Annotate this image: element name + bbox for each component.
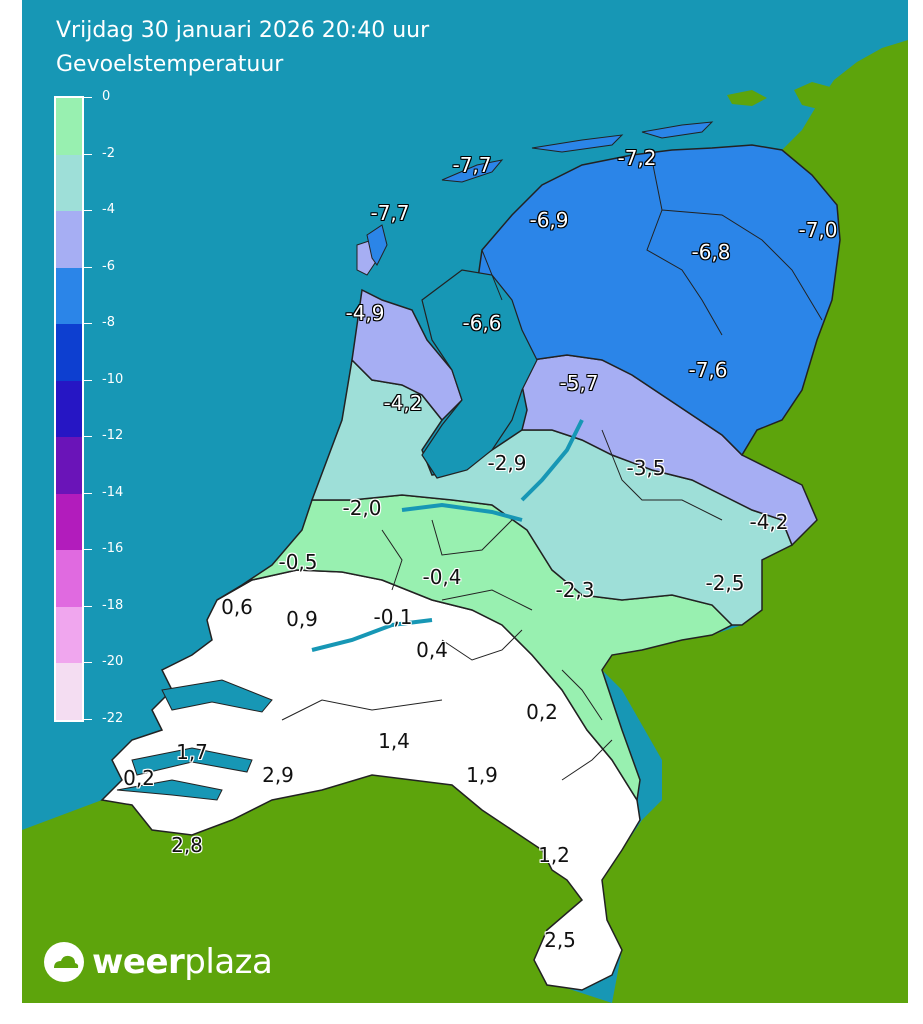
legend-swatch — [56, 154, 82, 212]
temperature-label-rotterdam: 0,9 — [286, 607, 318, 631]
temperature-label-hoek-van-holland: 0,6 — [221, 595, 253, 619]
temperature-label-groningen-east: -7,0 — [798, 218, 838, 242]
legend-swatch — [56, 663, 82, 721]
legend-tick-label: 0 — [102, 89, 111, 104]
temperature-label-deventer: -3,5 — [626, 456, 666, 480]
temperature-label-vlissingen: 0,2 — [123, 766, 155, 790]
temperature-label-arnhem: -2,3 — [555, 578, 595, 602]
wadden-islands — [441, 121, 714, 183]
legend-tick-label: -16 — [102, 541, 124, 557]
land-east-frisia-2 — [727, 90, 767, 106]
temperature-label-den-bosch: 0,4 — [416, 638, 448, 662]
legend-tick-label: -10 — [102, 371, 124, 387]
temperature-label-den-helder: -4,9 — [345, 301, 385, 325]
temperature-label-zeeuws-vlaanderen: 2,8 — [171, 833, 203, 857]
zeeland-water — [116, 679, 273, 801]
temperature-label-eindhoven: 1,9 — [466, 763, 498, 787]
legend-tick-mark — [84, 210, 92, 212]
land-belgium — [22, 775, 612, 1003]
legend-tick-mark — [84, 605, 92, 607]
temperature-label-schiermonnikoog: -7,2 — [617, 146, 657, 170]
temperature-label-breda: 1,4 — [378, 729, 410, 753]
temperature-label-woensdrecht: 2,9 — [262, 763, 294, 787]
legend-tick-label: -8 — [102, 315, 115, 331]
legend-tick-label: -2 — [102, 145, 115, 161]
rivers — [311, 419, 584, 652]
legend-tick-mark — [84, 436, 92, 438]
temperature-label-nijmegen-south: 0,2 — [526, 700, 558, 724]
temperature-label-schiphol: -2,0 — [342, 496, 382, 520]
temperature-label-flevoland: -5,7 — [559, 371, 599, 395]
legend-swatch — [56, 550, 82, 608]
brand-name: weerplaza — [92, 942, 273, 982]
legend-tick-mark — [84, 266, 92, 268]
legend-tick-mark — [84, 492, 92, 494]
brand-name-regular: plaza — [184, 942, 273, 982]
temperature-label-terschelling: -7,7 — [452, 153, 492, 177]
legend-tick-mark — [84, 719, 92, 720]
legend-tick-label: -20 — [102, 654, 124, 670]
land-germany — [602, 40, 908, 1003]
legend-tick-mark — [84, 323, 92, 325]
legend-tick-label: -14 — [102, 484, 124, 500]
temperature-label-goeree: 1,7 — [176, 740, 208, 764]
temperature-label-alkmaar: -4,2 — [383, 391, 423, 415]
legend-tick-mark — [84, 97, 92, 98]
temperature-label-utrecht: -0,4 — [422, 565, 462, 589]
temperature-label-leiden: -0,5 — [278, 550, 318, 574]
ijsselmeer — [421, 269, 538, 479]
map-datetime: Vrijdag 30 januari 2026 20:40 uur — [56, 18, 430, 43]
temperature-label-almere: -2,9 — [487, 451, 527, 475]
province-borders — [281, 159, 823, 781]
legend-swatch — [56, 324, 82, 382]
legend-tick-label: -18 — [102, 597, 124, 613]
legend-swatch — [56, 211, 82, 269]
legend-tick-mark — [84, 379, 92, 381]
temperature-label-groningen: -6,8 — [691, 240, 731, 264]
legend-tick-mark — [84, 153, 92, 155]
color-legend — [54, 96, 84, 722]
temperature-label-ijsselmeer: -6,6 — [462, 311, 502, 335]
temperature-label-enschede: -4,2 — [749, 510, 789, 534]
legend-tick-mark — [84, 662, 92, 664]
legend-swatch — [56, 493, 82, 551]
temperature-label-gorinchem: -0,1 — [373, 605, 413, 629]
legend-tick-label: -12 — [102, 428, 124, 444]
legend-swatch — [56, 267, 82, 325]
temperature-label-roermond: 1,2 — [538, 843, 570, 867]
legend-swatch — [56, 380, 82, 438]
legend-swatch — [56, 437, 82, 495]
land-east-frisia — [794, 82, 842, 110]
brand-logo: weerplaza — [42, 940, 273, 984]
temperature-label-winterswijk: -2,5 — [705, 571, 745, 595]
legend-tick-label: -22 — [102, 711, 124, 726]
nl-band-6-8-texel — [366, 224, 388, 266]
legend-tick-label: -4 — [102, 202, 115, 218]
netherlands-map-graphic — [22, 0, 908, 1003]
legend-swatch — [56, 606, 82, 664]
brand-name-bold: weer — [92, 942, 185, 982]
map-variable-title: Gevoelstemperatuur — [56, 52, 284, 77]
legend-tick-label: -6 — [102, 258, 115, 274]
temperature-label-drenthe: -7,6 — [688, 358, 728, 382]
nl-band-6-8 — [476, 144, 841, 457]
cloud-sun-icon — [44, 942, 84, 982]
legend-swatch — [56, 98, 82, 156]
weather-map: Vrijdag 30 januari 2026 20:40 uur Gevoel… — [22, 0, 908, 1003]
legend-tick-mark — [84, 549, 92, 551]
temperature-label-texel: -7,7 — [370, 201, 410, 225]
temperature-label-leeuwarden: -6,9 — [529, 208, 569, 232]
temperature-label-maastricht: 2,5 — [544, 928, 576, 952]
